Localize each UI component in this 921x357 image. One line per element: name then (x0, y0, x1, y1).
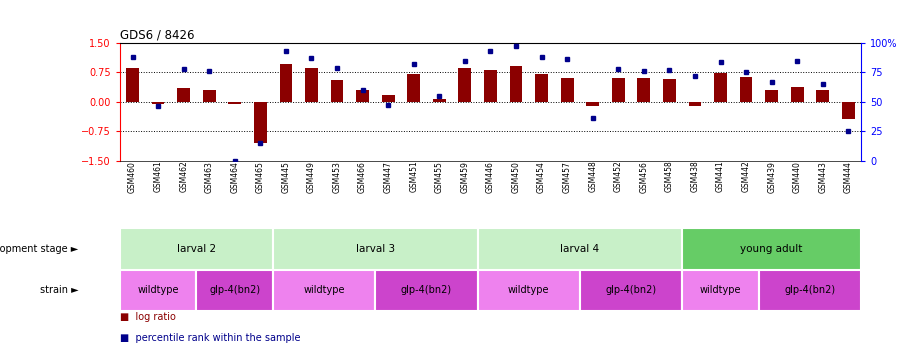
Text: GSM463: GSM463 (204, 161, 214, 192)
Bar (254, 102, 267, 143)
Text: glp-4(bn2): glp-4(bn2) (209, 285, 261, 295)
Bar (305, 69, 318, 102)
Bar (177, 88, 190, 102)
Bar (274, 270, 376, 311)
Text: glp-4(bn2): glp-4(bn2) (401, 285, 452, 295)
Text: GSM446: GSM446 (486, 161, 495, 192)
Text: GSM464: GSM464 (230, 161, 239, 192)
Text: GSM457: GSM457 (563, 161, 572, 192)
Bar (331, 80, 344, 102)
Bar (478, 270, 580, 311)
Text: young adult: young adult (740, 244, 803, 254)
Text: GSM440: GSM440 (793, 161, 801, 192)
Text: GSM442: GSM442 (741, 161, 751, 192)
Bar (120, 228, 274, 270)
Text: wildtype: wildtype (508, 285, 550, 295)
Text: GSM461: GSM461 (154, 161, 163, 192)
Bar (714, 74, 727, 102)
Bar (663, 79, 676, 102)
Text: GSM443: GSM443 (818, 161, 827, 192)
Text: glp-4(bn2): glp-4(bn2) (785, 285, 835, 295)
Bar (612, 78, 624, 102)
Text: strain ►: strain ► (40, 285, 78, 295)
Bar (279, 64, 292, 102)
Bar (274, 228, 478, 270)
Text: glp-4(bn2): glp-4(bn2) (605, 285, 657, 295)
Text: development stage ►: development stage ► (0, 244, 78, 254)
Bar (484, 70, 496, 102)
Text: ■  percentile rank within the sample: ■ percentile rank within the sample (120, 333, 300, 343)
Text: GSM449: GSM449 (307, 161, 316, 192)
Text: GSM448: GSM448 (589, 161, 597, 192)
Text: GSM460: GSM460 (128, 161, 137, 192)
Bar (376, 270, 478, 311)
Bar (120, 270, 196, 311)
Text: ■  log ratio: ■ log ratio (120, 312, 176, 322)
Bar (478, 228, 682, 270)
Bar (459, 69, 472, 102)
Bar (682, 270, 759, 311)
Text: GSM462: GSM462 (180, 161, 188, 192)
Text: GSM454: GSM454 (537, 161, 546, 192)
Bar (203, 90, 216, 102)
Bar (382, 95, 394, 102)
Bar (816, 90, 829, 102)
Bar (509, 66, 522, 102)
Bar (407, 74, 420, 102)
Bar (580, 270, 682, 311)
Text: GSM466: GSM466 (358, 161, 367, 192)
Bar (196, 270, 274, 311)
Bar (740, 77, 752, 102)
Text: GSM456: GSM456 (639, 161, 648, 192)
Bar (765, 90, 778, 102)
Text: GSM458: GSM458 (665, 161, 674, 192)
Bar (842, 102, 855, 119)
Text: wildtype: wildtype (700, 285, 741, 295)
Text: GSM450: GSM450 (511, 161, 520, 192)
Text: wildtype: wildtype (304, 285, 345, 295)
Text: GSM452: GSM452 (613, 161, 623, 192)
Bar (433, 99, 446, 102)
Text: GSM453: GSM453 (332, 161, 342, 192)
Text: larval 3: larval 3 (356, 244, 395, 254)
Text: GSM438: GSM438 (691, 161, 699, 192)
Text: GSM445: GSM445 (282, 161, 290, 192)
Bar (535, 74, 548, 102)
Bar (228, 102, 241, 104)
Bar (637, 78, 650, 102)
Text: GDS6 / 8426: GDS6 / 8426 (120, 29, 194, 42)
Text: GSM444: GSM444 (844, 161, 853, 192)
Bar (152, 102, 165, 104)
Text: GSM441: GSM441 (716, 161, 725, 192)
Text: GSM451: GSM451 (409, 161, 418, 192)
Text: GSM459: GSM459 (460, 161, 470, 192)
Text: wildtype: wildtype (137, 285, 179, 295)
Text: larval 4: larval 4 (560, 244, 600, 254)
Bar (759, 270, 861, 311)
Text: GSM439: GSM439 (767, 161, 776, 192)
Text: GSM447: GSM447 (384, 161, 392, 192)
Text: larval 2: larval 2 (177, 244, 216, 254)
Bar (689, 102, 702, 106)
Bar (126, 69, 139, 102)
Bar (682, 228, 861, 270)
Bar (791, 87, 804, 102)
Bar (561, 78, 574, 102)
Text: GSM455: GSM455 (435, 161, 444, 192)
Bar (356, 90, 369, 102)
Bar (587, 102, 599, 106)
Text: GSM465: GSM465 (256, 161, 265, 192)
